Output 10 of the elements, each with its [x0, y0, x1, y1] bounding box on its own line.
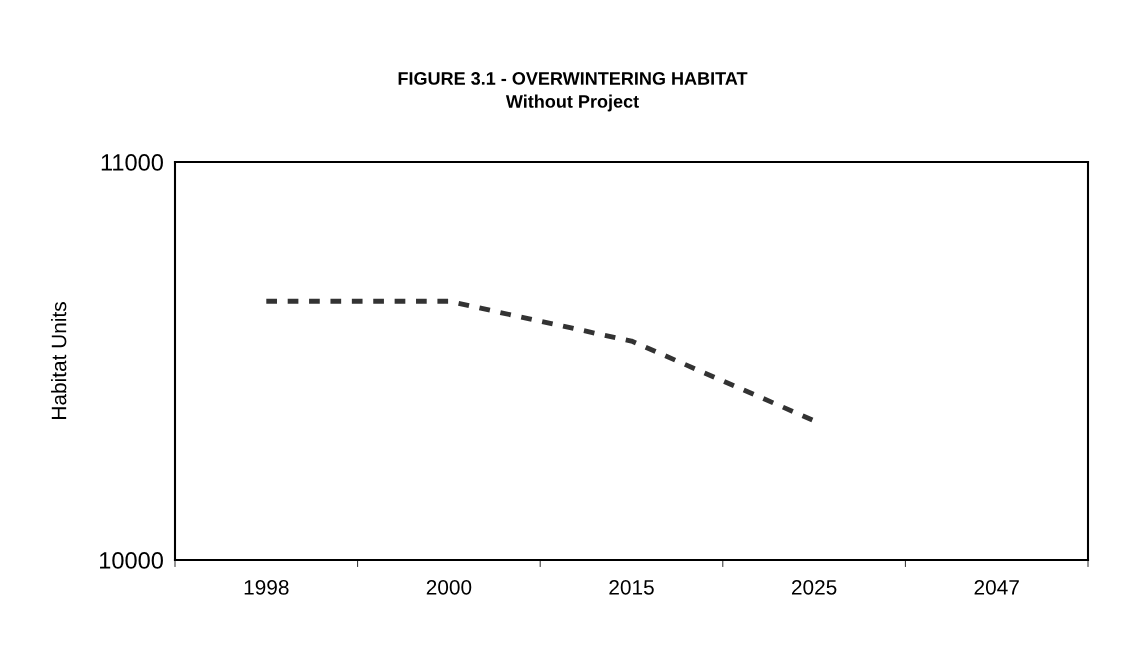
x-tick-label: 2015 — [609, 579, 654, 595]
x-tick-label: 2000 — [426, 579, 472, 595]
chart-subtitle: Without Project — [505, 94, 639, 112]
x-tick-label: 2025 — [791, 579, 837, 595]
chart-title: FIGURE 3.1 - OVERWINTERING HABITAT — [398, 72, 748, 85]
x-tick-label: 1998 — [244, 579, 289, 595]
y-tick-label: 10000 — [100, 552, 163, 569]
y-axis-title: Habitat Units — [51, 302, 67, 419]
x-tick-label: 2047 — [974, 579, 1019, 595]
y-tick-label: 11000 — [101, 154, 163, 171]
